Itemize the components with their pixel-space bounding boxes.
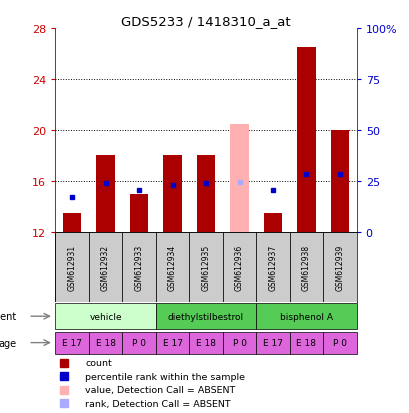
Text: GSM612935: GSM612935 — [201, 244, 210, 290]
Bar — [63, 213, 81, 232]
Text: count: count — [85, 358, 112, 368]
Bar — [55, 304, 155, 329]
Text: bisphenol A: bisphenol A — [279, 312, 332, 321]
Bar — [230, 124, 248, 232]
Bar — [189, 232, 222, 302]
Bar — [222, 332, 256, 354]
Text: agent: agent — [0, 311, 16, 321]
Bar — [330, 131, 348, 232]
Text: vehicle: vehicle — [89, 312, 121, 321]
Bar — [256, 232, 289, 302]
Bar — [55, 332, 89, 354]
Bar — [96, 156, 115, 232]
Bar — [322, 332, 356, 354]
Text: GSM612934: GSM612934 — [168, 244, 177, 290]
Text: E 18: E 18 — [296, 338, 316, 347]
Text: GSM612932: GSM612932 — [101, 244, 110, 290]
Text: P 0: P 0 — [132, 338, 146, 347]
Text: GSM612936: GSM612936 — [234, 244, 243, 290]
Text: GSM612939: GSM612939 — [335, 244, 344, 290]
Bar — [122, 332, 155, 354]
Bar — [289, 332, 322, 354]
Text: GSM612937: GSM612937 — [268, 244, 277, 290]
Bar — [89, 332, 122, 354]
Text: E 17: E 17 — [62, 338, 82, 347]
Bar — [55, 232, 89, 302]
Bar — [289, 232, 322, 302]
Bar — [256, 304, 356, 329]
Text: E 18: E 18 — [95, 338, 115, 347]
Bar — [297, 48, 315, 232]
Bar — [163, 156, 181, 232]
Bar — [155, 232, 189, 302]
Bar — [155, 304, 256, 329]
Bar — [256, 332, 289, 354]
Bar — [263, 213, 281, 232]
Text: E 18: E 18 — [196, 338, 216, 347]
Text: GSM612938: GSM612938 — [301, 244, 310, 290]
Bar — [322, 232, 356, 302]
Bar — [130, 194, 148, 232]
Text: GSM612933: GSM612933 — [134, 244, 143, 290]
Text: E 17: E 17 — [162, 338, 182, 347]
Text: percentile rank within the sample: percentile rank within the sample — [85, 372, 245, 381]
Text: E 17: E 17 — [262, 338, 282, 347]
Bar — [222, 232, 256, 302]
Text: age: age — [0, 338, 16, 348]
Bar — [155, 332, 189, 354]
Bar — [89, 232, 122, 302]
Text: rank, Detection Call = ABSENT: rank, Detection Call = ABSENT — [85, 399, 231, 408]
Bar — [189, 332, 222, 354]
Title: GDS5233 / 1418310_a_at: GDS5233 / 1418310_a_at — [121, 15, 290, 28]
Text: P 0: P 0 — [332, 338, 346, 347]
Bar — [196, 156, 215, 232]
Text: value, Detection Call = ABSENT: value, Detection Call = ABSENT — [85, 385, 235, 394]
Text: diethylstilbestrol: diethylstilbestrol — [168, 312, 243, 321]
Text: GSM612931: GSM612931 — [67, 244, 76, 290]
Text: P 0: P 0 — [232, 338, 246, 347]
Bar — [122, 232, 155, 302]
